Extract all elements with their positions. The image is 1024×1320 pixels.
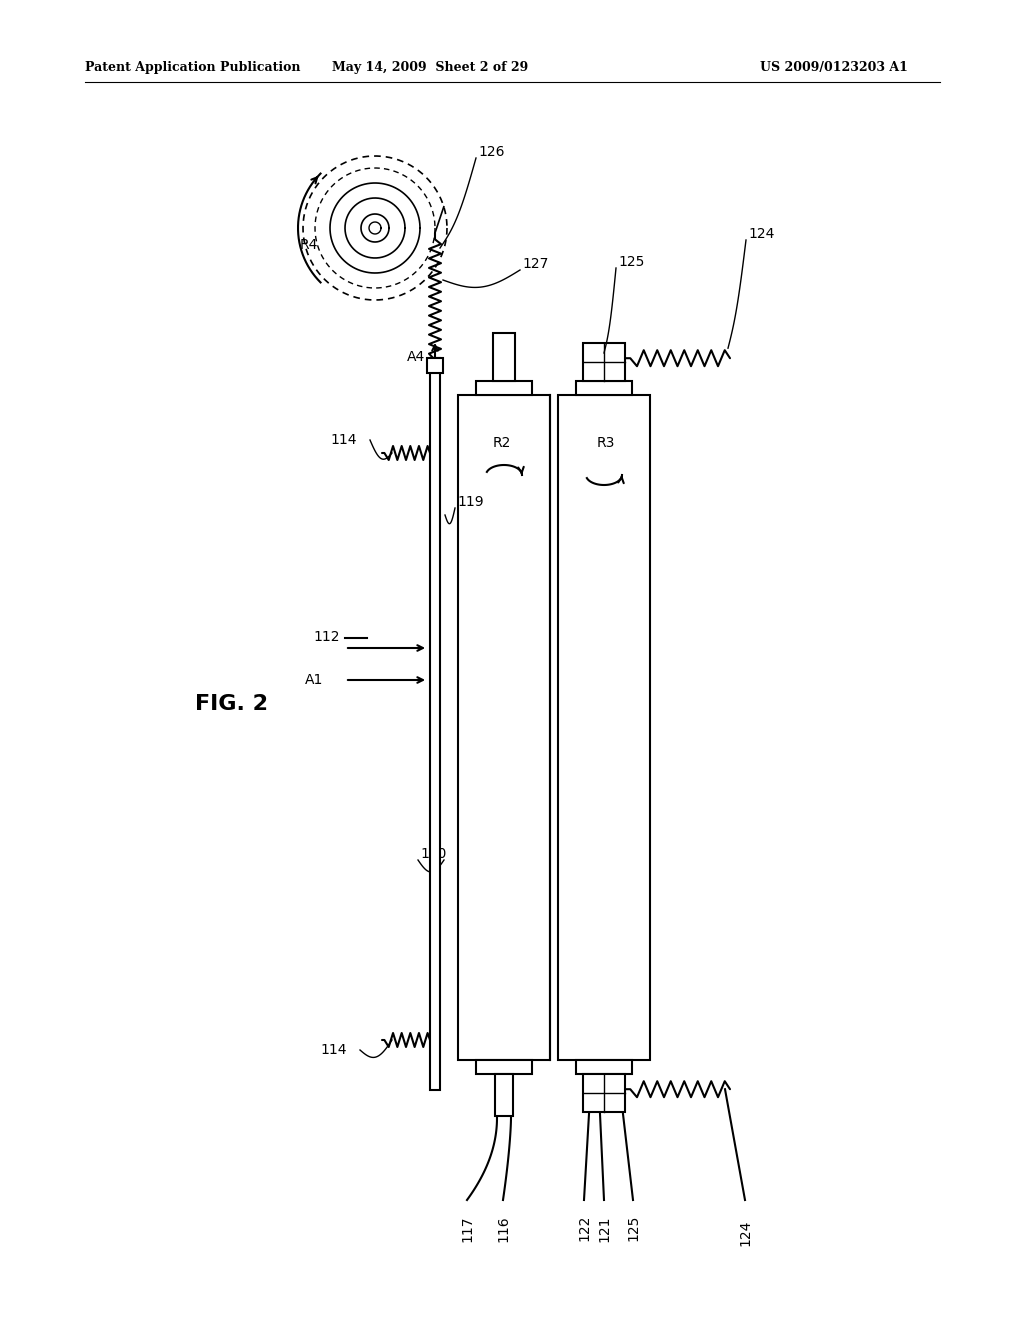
Bar bbox=[495, 1074, 513, 1115]
Text: 127: 127 bbox=[522, 257, 549, 271]
Bar bbox=[493, 333, 515, 381]
Text: 124: 124 bbox=[738, 1220, 752, 1246]
Text: 120: 120 bbox=[420, 847, 446, 861]
Bar bbox=[430, 358, 440, 1090]
Text: R2: R2 bbox=[493, 436, 511, 450]
Bar bbox=[558, 395, 650, 1060]
Text: R3: R3 bbox=[597, 436, 615, 450]
Text: A1: A1 bbox=[304, 673, 323, 686]
Text: 114: 114 bbox=[330, 433, 356, 447]
Text: May 14, 2009  Sheet 2 of 29: May 14, 2009 Sheet 2 of 29 bbox=[332, 62, 528, 74]
Text: 121: 121 bbox=[597, 1214, 611, 1242]
Bar bbox=[427, 358, 443, 374]
Bar bbox=[458, 395, 550, 1060]
Bar bbox=[575, 381, 632, 395]
Text: 119: 119 bbox=[457, 495, 483, 510]
Bar bbox=[476, 1060, 532, 1074]
Bar bbox=[476, 381, 532, 395]
Bar bbox=[583, 343, 625, 381]
Bar bbox=[575, 1060, 632, 1074]
Text: 122: 122 bbox=[577, 1214, 591, 1241]
Text: Patent Application Publication: Patent Application Publication bbox=[85, 62, 300, 74]
Text: 114: 114 bbox=[319, 1043, 346, 1057]
Text: 125: 125 bbox=[626, 1214, 640, 1241]
Text: 125: 125 bbox=[618, 255, 644, 269]
Text: R4: R4 bbox=[300, 238, 318, 252]
Bar bbox=[583, 1074, 625, 1111]
Text: 112: 112 bbox=[313, 630, 340, 644]
Text: A4: A4 bbox=[407, 350, 425, 364]
Text: 126: 126 bbox=[478, 145, 505, 158]
Text: 124: 124 bbox=[748, 227, 774, 242]
Text: US 2009/0123203 A1: US 2009/0123203 A1 bbox=[760, 62, 908, 74]
Text: FIG. 2: FIG. 2 bbox=[195, 694, 268, 714]
Text: 116: 116 bbox=[496, 1214, 510, 1242]
Text: 117: 117 bbox=[460, 1214, 474, 1242]
